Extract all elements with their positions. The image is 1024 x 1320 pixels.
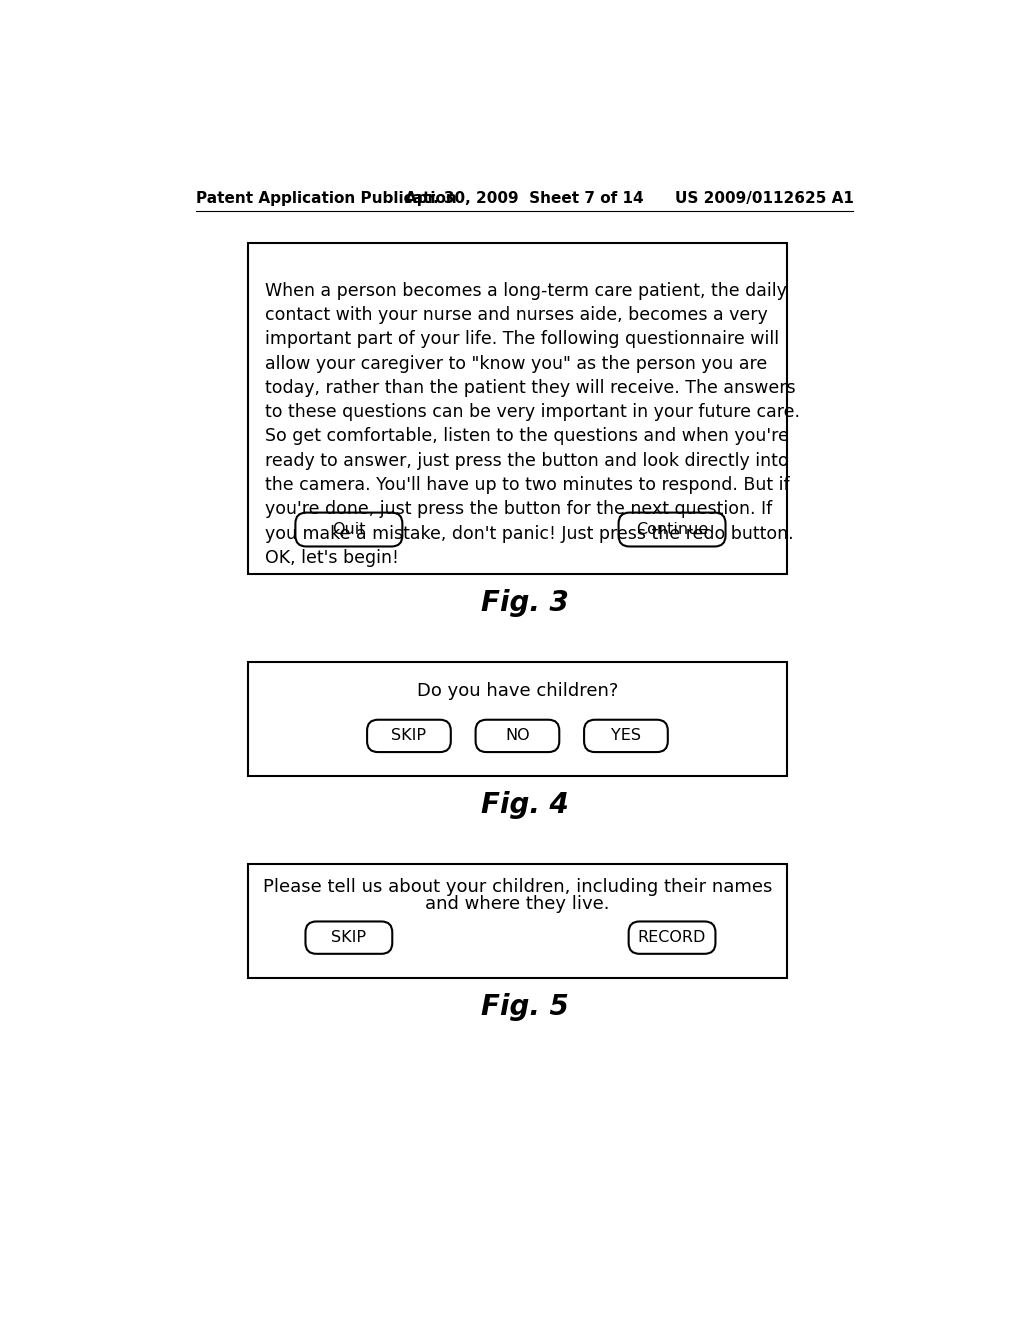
FancyBboxPatch shape [618,512,726,546]
Text: Patent Application Publication: Patent Application Publication [197,191,457,206]
Text: Apr. 30, 2009  Sheet 7 of 14: Apr. 30, 2009 Sheet 7 of 14 [406,191,644,206]
FancyBboxPatch shape [367,719,451,752]
FancyBboxPatch shape [295,512,402,546]
Text: YES: YES [611,729,641,743]
Text: Fig. 4: Fig. 4 [481,791,568,820]
Text: Do you have children?: Do you have children? [417,682,618,700]
FancyBboxPatch shape [629,921,716,954]
Text: Fig. 3: Fig. 3 [481,590,568,618]
Text: SKIP: SKIP [332,931,367,945]
Bar [248,863,786,978]
Text: US 2009/0112625 A1: US 2009/0112625 A1 [675,191,853,206]
Text: SKIP: SKIP [391,729,426,743]
Text: When a person becomes a long-term care patient, the daily
contact with your nurs: When a person becomes a long-term care p… [265,281,800,566]
FancyBboxPatch shape [305,921,392,954]
Text: Continue: Continue [636,521,709,537]
Bar [248,663,786,776]
Text: RECORD: RECORD [638,931,707,945]
Text: NO: NO [505,729,529,743]
Text: Fig. 5: Fig. 5 [481,993,568,1020]
Text: Please tell us about your children, including their names: Please tell us about your children, incl… [263,878,772,896]
Bar [248,243,786,574]
Text: and where they live.: and where they live. [425,895,609,912]
FancyBboxPatch shape [584,719,668,752]
Text: Quit: Quit [332,521,366,537]
FancyBboxPatch shape [475,719,559,752]
